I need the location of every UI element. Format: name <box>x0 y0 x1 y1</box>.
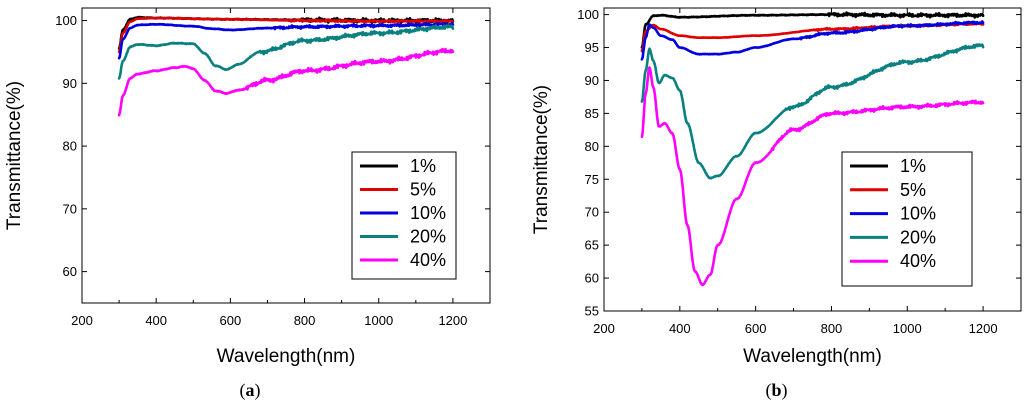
series-line-5pct <box>117 16 455 54</box>
x-tick-label: 400 <box>669 321 691 336</box>
series-line-10pct <box>640 20 985 61</box>
y-tick-label: 90 <box>585 73 599 88</box>
y-tick-label: 70 <box>63 201 77 216</box>
series-line-20pct <box>640 43 985 180</box>
legend-label: 20% <box>410 227 446 247</box>
x-tick-label: 1200 <box>438 313 467 328</box>
series-line-10pct <box>117 21 455 60</box>
x-tick-label: 200 <box>593 321 615 336</box>
legend: 1% 5% 10% 20% 40% <box>841 151 973 287</box>
legend-label: 10% <box>900 204 936 224</box>
legend-label: 40% <box>410 250 446 270</box>
chart-panel-b: 200 400 600 800 1000 1200 55 60 65 70 75 80 85 90 95 10… <box>531 7 1022 401</box>
y-tick-label: 90 <box>63 76 77 91</box>
x-tick-label: 600 <box>745 321 767 336</box>
y-tick-label: 80 <box>63 139 77 154</box>
legend: 1% 5% 10% 20% 40% <box>351 151 457 280</box>
legend-label: 1% <box>900 156 926 176</box>
x-tick-label: 1200 <box>969 321 998 336</box>
y-tick-label: 75 <box>585 172 599 187</box>
y-axis-title: Transmittance(%) <box>531 85 552 234</box>
x-tick-label: 600 <box>220 313 242 328</box>
plot-frame <box>603 7 1022 312</box>
legend-label: 20% <box>900 227 936 247</box>
y-tick-label: 70 <box>585 205 599 220</box>
x-tick-label: 400 <box>145 313 167 328</box>
plot-frame <box>81 7 491 304</box>
x-tick-label: 1000 <box>364 313 393 328</box>
y-tick-label: 60 <box>585 271 599 286</box>
legend-label: 5% <box>900 180 926 200</box>
y-tick-label: 100 <box>577 7 599 22</box>
y-axis-title: Transmittance(%) <box>4 81 25 230</box>
legend-label: 5% <box>410 180 436 200</box>
chart-panel-a: 200 400 600 800 1000 1200 60 70 80 90 100 1% 5% 10% 20… <box>4 7 491 401</box>
y-tick-label: 60 <box>63 264 77 279</box>
panel-label: (b) <box>765 380 787 401</box>
legend-label: 40% <box>900 251 936 271</box>
x-axis-title: Wavelength(nm) <box>217 346 356 367</box>
y-tick-label: 65 <box>585 238 599 253</box>
legend-label: 1% <box>410 156 436 176</box>
legend-label: 10% <box>410 203 446 223</box>
x-tick-label: 1000 <box>893 321 922 336</box>
y-tick-label: 85 <box>585 106 599 121</box>
series-line-40pct <box>117 47 455 117</box>
y-tick-label: 80 <box>585 139 599 154</box>
series-line-40pct <box>640 66 985 287</box>
y-tick-label: 55 <box>585 304 599 319</box>
series-line-1pct <box>640 11 985 49</box>
y-tick-label: 100 <box>55 13 77 28</box>
x-tick-label: 800 <box>294 313 316 328</box>
x-tick-label: 200 <box>71 313 93 328</box>
series-line-20pct <box>117 24 455 80</box>
x-tick-label: 800 <box>821 321 843 336</box>
x-axis-title: Wavelength(nm) <box>743 346 882 367</box>
legend-box <box>351 151 457 280</box>
legend-box <box>841 151 973 287</box>
panel-label: (a) <box>240 380 261 401</box>
y-tick-label: 95 <box>585 40 599 55</box>
